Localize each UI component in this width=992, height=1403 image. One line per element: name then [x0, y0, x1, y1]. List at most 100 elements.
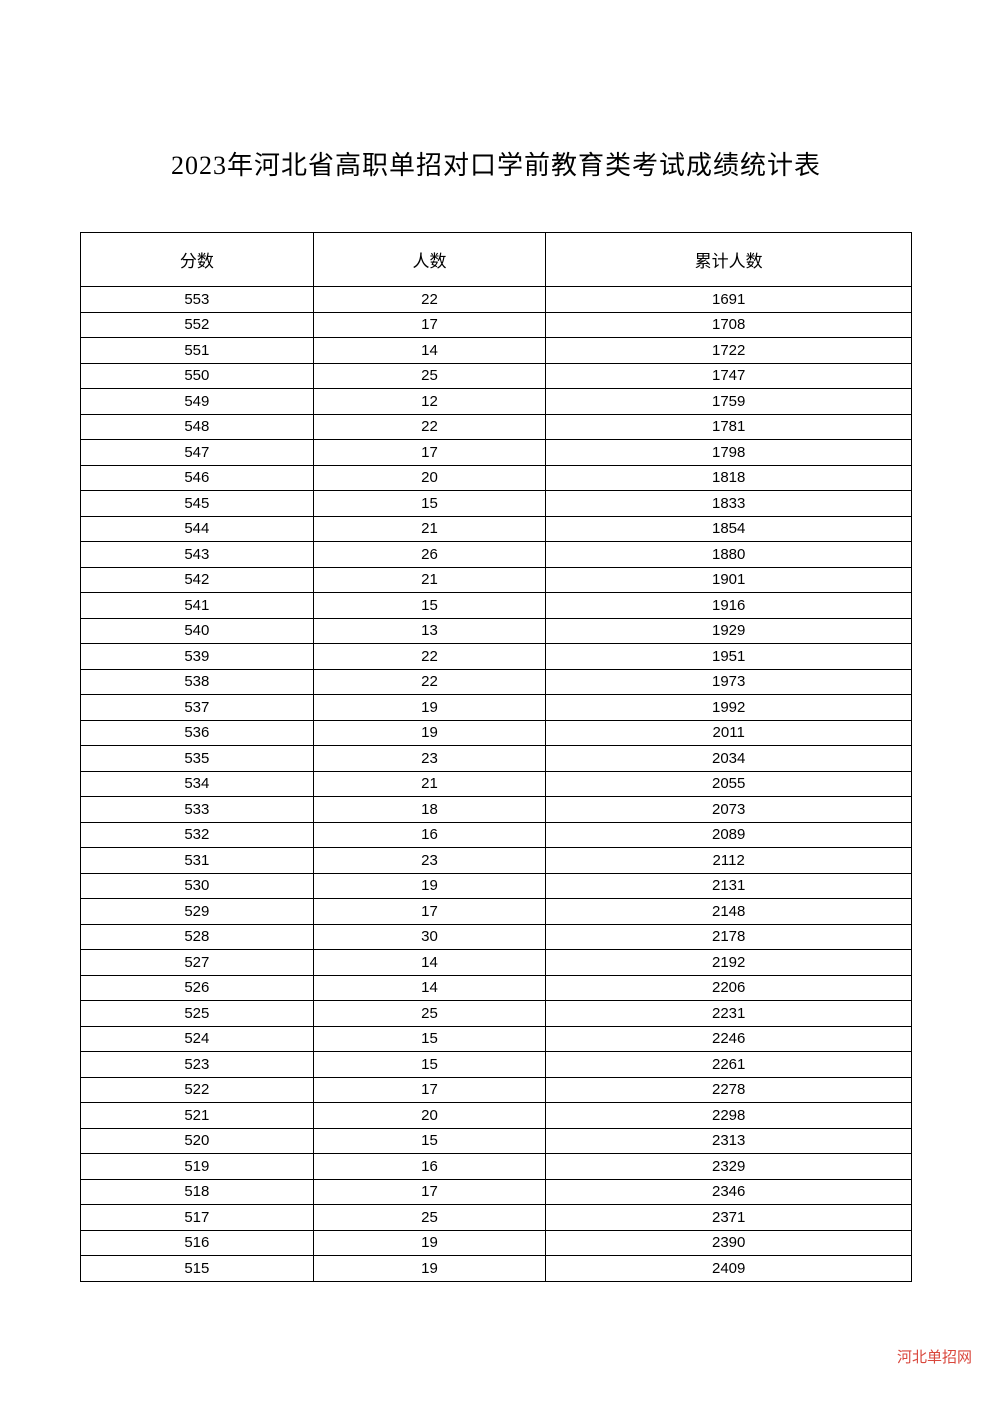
cell-cumulative: 2371	[546, 1205, 912, 1231]
cell-count: 22	[313, 287, 546, 313]
score-statistics-table: 分数 人数 累计人数 55322169155217170855114172255…	[80, 232, 912, 1282]
cell-score: 528	[81, 924, 314, 950]
table-row: 524152246	[81, 1026, 912, 1052]
table-header-row: 分数 人数 累计人数	[81, 233, 912, 287]
cell-cumulative: 2390	[546, 1230, 912, 1256]
cell-count: 14	[313, 338, 546, 364]
table-row: 551141722	[81, 338, 912, 364]
cell-count: 25	[313, 363, 546, 389]
table-row: 517252371	[81, 1205, 912, 1231]
cell-score: 535	[81, 746, 314, 772]
cell-cumulative: 1854	[546, 516, 912, 542]
table-row: 553221691	[81, 287, 912, 313]
cell-cumulative: 2298	[546, 1103, 912, 1129]
cell-score: 548	[81, 414, 314, 440]
cell-cumulative: 1916	[546, 593, 912, 619]
table-row: 532162089	[81, 822, 912, 848]
cell-score: 523	[81, 1052, 314, 1078]
cell-score: 546	[81, 465, 314, 491]
cell-count: 22	[313, 644, 546, 670]
cell-score: 520	[81, 1128, 314, 1154]
cell-cumulative: 2112	[546, 848, 912, 874]
table-row: 543261880	[81, 542, 912, 568]
column-header-cumulative: 累计人数	[546, 233, 912, 287]
cell-count: 21	[313, 516, 546, 542]
cell-score: 526	[81, 975, 314, 1001]
watermark-text: 河北单招网	[897, 1346, 972, 1367]
cell-score: 516	[81, 1230, 314, 1256]
cell-cumulative: 2011	[546, 720, 912, 746]
table-row: 545151833	[81, 491, 912, 517]
cell-cumulative: 2206	[546, 975, 912, 1001]
page-container: 2023年河北省高职单招对口学前教育类考试成绩统计表 分数 人数 累计人数 55…	[0, 0, 992, 1332]
column-header-count: 人数	[313, 233, 546, 287]
cell-cumulative: 2261	[546, 1052, 912, 1078]
cell-score: 518	[81, 1179, 314, 1205]
table-row: 541151916	[81, 593, 912, 619]
table-row: 520152313	[81, 1128, 912, 1154]
table-row: 552171708	[81, 312, 912, 338]
cell-count: 25	[313, 1001, 546, 1027]
table-row: 548221781	[81, 414, 912, 440]
cell-score: 552	[81, 312, 314, 338]
cell-cumulative: 1708	[546, 312, 912, 338]
cell-count: 19	[313, 873, 546, 899]
cell-score: 527	[81, 950, 314, 976]
cell-cumulative: 2034	[546, 746, 912, 772]
cell-cumulative: 1951	[546, 644, 912, 670]
table-row: 538221973	[81, 669, 912, 695]
cell-score: 522	[81, 1077, 314, 1103]
cell-count: 15	[313, 593, 546, 619]
cell-score: 538	[81, 669, 314, 695]
cell-count: 12	[313, 389, 546, 415]
cell-cumulative: 2089	[546, 822, 912, 848]
cell-score: 553	[81, 287, 314, 313]
table-row: 549121759	[81, 389, 912, 415]
column-header-score: 分数	[81, 233, 314, 287]
cell-cumulative: 1833	[546, 491, 912, 517]
cell-score: 545	[81, 491, 314, 517]
cell-count: 17	[313, 1179, 546, 1205]
cell-score: 521	[81, 1103, 314, 1129]
cell-cumulative: 2148	[546, 899, 912, 925]
cell-count: 17	[313, 312, 546, 338]
table-row: 523152261	[81, 1052, 912, 1078]
cell-cumulative: 2346	[546, 1179, 912, 1205]
cell-count: 14	[313, 975, 546, 1001]
cell-count: 16	[313, 822, 546, 848]
cell-count: 15	[313, 1052, 546, 1078]
cell-count: 15	[313, 491, 546, 517]
table-row: 539221951	[81, 644, 912, 670]
cell-cumulative: 1781	[546, 414, 912, 440]
cell-score: 536	[81, 720, 314, 746]
cell-cumulative: 2409	[546, 1256, 912, 1282]
table-row: 515192409	[81, 1256, 912, 1282]
cell-count: 19	[313, 1256, 546, 1282]
table-row: 544211854	[81, 516, 912, 542]
cell-count: 13	[313, 618, 546, 644]
cell-cumulative: 1929	[546, 618, 912, 644]
cell-score: 539	[81, 644, 314, 670]
cell-count: 21	[313, 567, 546, 593]
cell-cumulative: 1798	[546, 440, 912, 466]
cell-count: 30	[313, 924, 546, 950]
cell-cumulative: 2055	[546, 771, 912, 797]
table-row: 526142206	[81, 975, 912, 1001]
cell-count: 17	[313, 1077, 546, 1103]
cell-cumulative: 2246	[546, 1026, 912, 1052]
cell-score: 530	[81, 873, 314, 899]
table-row: 535232034	[81, 746, 912, 772]
cell-count: 19	[313, 1230, 546, 1256]
cell-score: 531	[81, 848, 314, 874]
cell-score: 549	[81, 389, 314, 415]
cell-score: 541	[81, 593, 314, 619]
cell-count: 15	[313, 1026, 546, 1052]
cell-count: 14	[313, 950, 546, 976]
cell-count: 19	[313, 720, 546, 746]
cell-score: 540	[81, 618, 314, 644]
cell-cumulative: 1818	[546, 465, 912, 491]
table-row: 530192131	[81, 873, 912, 899]
cell-count: 23	[313, 746, 546, 772]
cell-score: 524	[81, 1026, 314, 1052]
cell-cumulative: 2313	[546, 1128, 912, 1154]
